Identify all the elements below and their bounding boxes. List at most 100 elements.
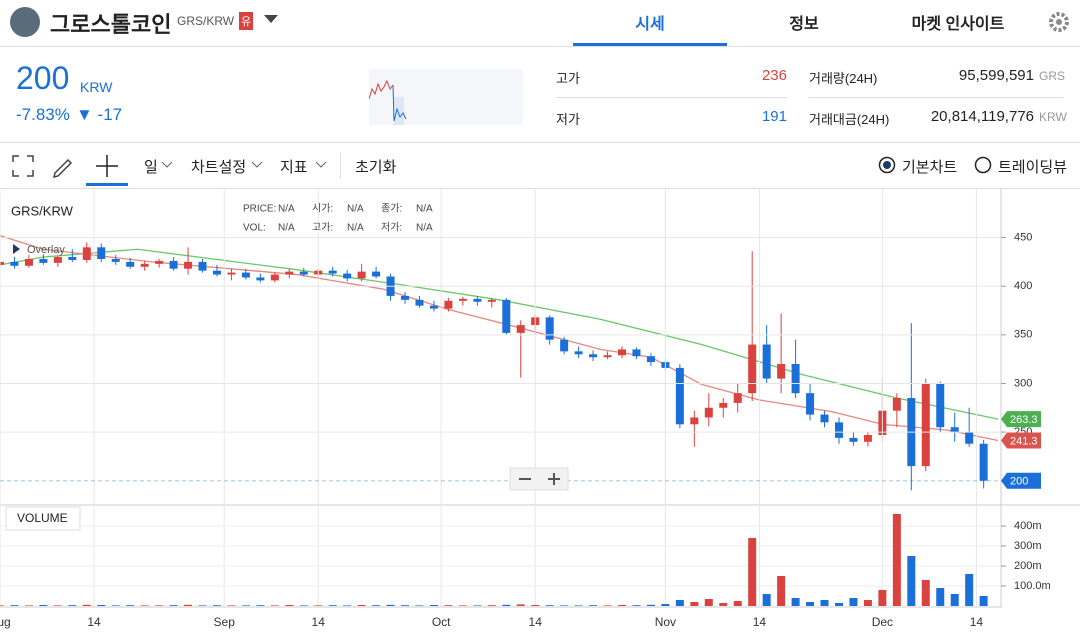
candle-body [791, 364, 800, 394]
overlay-label: Overlay [27, 244, 65, 256]
price-tag [1001, 432, 1041, 449]
info-value: N/A [416, 204, 433, 215]
candle-body [733, 393, 742, 403]
volume-bar [560, 605, 569, 606]
y-tick-label: 450 [1014, 231, 1032, 243]
divider [0, 46, 1080, 47]
candle-body [965, 432, 974, 444]
candle-body [372, 271, 381, 277]
zoom-icons [519, 473, 560, 485]
candle-body [646, 356, 655, 363]
volume-bar [646, 604, 655, 606]
price-tag-label: 263.3 [1010, 414, 1038, 426]
candle-body [502, 299, 511, 333]
stat-unit: GRS [1039, 69, 1066, 83]
candle-body [632, 349, 641, 357]
candle-body [212, 270, 221, 275]
candle-body [936, 383, 945, 428]
coin-name: 그로스톨코인 [50, 12, 172, 37]
candle-body [820, 414, 829, 423]
volume-bar [502, 604, 511, 606]
candle-body [0, 261, 4, 265]
stat-unit: KRW [1039, 110, 1067, 124]
tool-icons[interactable] [10, 153, 130, 187]
stat-value: 191 [761, 108, 787, 125]
volume-bar [270, 605, 279, 606]
volume-bar [719, 603, 728, 606]
candle-body [198, 261, 207, 271]
mode[interactable]: 트레이딩뷰 [998, 159, 1068, 176]
x-tick-label: Dec [872, 615, 893, 629]
toolbar-item[interactable]: 일 [144, 159, 158, 176]
volume-bar [907, 556, 916, 606]
x-tick-label: 14 [970, 615, 984, 629]
chart: Aug14Sep14Oct14Nov14Dec14250300350400450… [0, 188, 1080, 629]
dropdown[interactable] [263, 14, 279, 24]
volume-bar [950, 594, 959, 606]
candle-body [241, 272, 250, 278]
volume-bar [256, 605, 265, 606]
x-tick-label: 14 [529, 615, 543, 629]
volume-bar [184, 604, 193, 606]
candle-body [82, 247, 91, 260]
volume-bar [328, 605, 337, 606]
volume-bar [314, 605, 323, 606]
candle-body [574, 351, 583, 355]
mode[interactable]: 기본차트 [902, 159, 958, 176]
volume-title: VOLUME [17, 511, 68, 525]
settings[interactable] [1048, 11, 1070, 33]
change: ▼ -17 [76, 105, 123, 124]
volume-bar [82, 604, 91, 606]
tab[interactable]: 정보 [789, 16, 819, 33]
info-label: PRICE: [243, 204, 276, 215]
candle-body [589, 354, 598, 358]
volume-bar [227, 605, 236, 606]
candle-body [762, 344, 771, 379]
candle-body [921, 383, 930, 467]
sparkline [369, 69, 523, 125]
volume-bar [632, 605, 641, 606]
candle-body [126, 261, 135, 267]
pair: GRS/KRW [177, 14, 235, 28]
volume-bar [0, 605, 4, 606]
y-tick-label: 350 [1014, 329, 1032, 341]
badge: 유 [239, 12, 254, 30]
tab[interactable]: 시세 [635, 16, 665, 33]
candle-body [675, 367, 684, 425]
radios[interactable] [878, 156, 998, 174]
price-tag-label: 200 [1010, 476, 1028, 488]
candle-body [444, 300, 453, 309]
info-label: VOL: [243, 223, 266, 234]
candle-body [169, 260, 178, 269]
stat-value: 236 [761, 67, 787, 84]
candle-body [415, 299, 424, 306]
y-tick-label: 200m [1014, 560, 1042, 572]
stat-value: 95,599,591 [958, 67, 1034, 84]
y-tick-label: 300 [1014, 377, 1032, 389]
candle-body [560, 339, 569, 352]
volume-bar [574, 605, 583, 606]
toolbar-item[interactable]: 차트설정 [191, 159, 247, 176]
volume-bar [892, 514, 901, 606]
toolbar-item[interactable]: 초기화 [355, 159, 397, 176]
info-label: 고가: [312, 222, 333, 234]
stat-value: 20,814,119,776 [930, 108, 1034, 125]
candle-body [979, 443, 988, 481]
divider [340, 152, 341, 178]
volume-bar [531, 605, 540, 606]
candle-body [458, 298, 467, 301]
volume-bar [126, 605, 135, 606]
candle-body [849, 437, 858, 442]
tab[interactable]: 마켓 인사이트 [911, 16, 1005, 33]
coin-logo [10, 7, 40, 37]
candle-body [97, 247, 106, 259]
volume-bar [675, 600, 684, 606]
candle-body [111, 258, 120, 262]
chart-title: GRS/KRW [11, 203, 74, 218]
toolbar-item[interactable]: 지표 [280, 159, 308, 176]
volume-bar [212, 605, 221, 606]
volume-bar [169, 605, 178, 606]
volume-bar [111, 605, 120, 606]
candle-body [690, 417, 699, 425]
candle-body [53, 257, 62, 263]
